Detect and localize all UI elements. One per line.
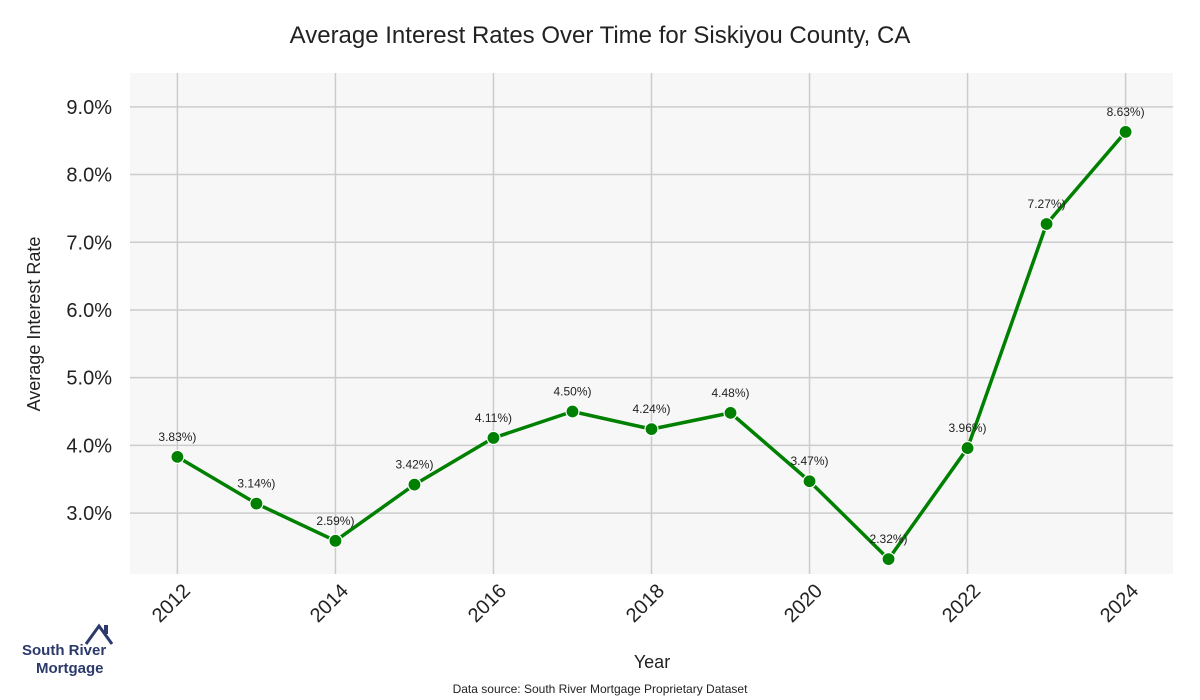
data-point bbox=[328, 533, 343, 548]
data-point bbox=[565, 404, 580, 419]
data-label: 8.63%) bbox=[1107, 105, 1145, 119]
data-point bbox=[249, 496, 264, 511]
y-tick-label: 8.0% bbox=[66, 165, 112, 187]
house-icon bbox=[84, 623, 114, 645]
data-point bbox=[960, 440, 975, 456]
data-label: 4.50%) bbox=[553, 385, 591, 399]
data-label: 4.48%) bbox=[711, 386, 749, 400]
y-tick-label: 9.0% bbox=[66, 97, 112, 119]
y-tick-label: 5.0% bbox=[66, 368, 112, 390]
data-point bbox=[170, 449, 185, 464]
logo-text-line1: South River bbox=[22, 642, 107, 659]
x-tick-label: 2018 bbox=[622, 580, 669, 627]
x-tick-label: 2024 bbox=[1096, 580, 1143, 627]
gridlines bbox=[130, 73, 1173, 574]
data-label: 3.47%) bbox=[791, 454, 829, 468]
data-point bbox=[644, 422, 659, 437]
x-tick-label: 2022 bbox=[938, 580, 985, 627]
data-point bbox=[881, 552, 896, 567]
x-axis-ticks: 2012 2014 2016 2018 2020 2022 2024 bbox=[148, 580, 1143, 627]
chart-title: Average Interest Rates Over Time for Sis… bbox=[289, 22, 911, 49]
x-axis-label: Year bbox=[634, 652, 670, 672]
logo-text-line2: Mortgage bbox=[36, 660, 104, 677]
x-tick-label: 2016 bbox=[464, 580, 511, 627]
data-point bbox=[1039, 216, 1054, 232]
x-tick-label: 2020 bbox=[780, 580, 827, 627]
series-layer: 3.83%) 3.14%) 2.59%) 3.42%) 4.11%) 4.50%) 4.24… bbox=[158, 105, 1145, 567]
data-label: 7.27%) bbox=[1028, 197, 1066, 211]
data-source-note: Data source: South River Mortgage Propri… bbox=[452, 682, 748, 696]
data-label: 4.11%) bbox=[475, 411, 512, 425]
x-tick-label: 2012 bbox=[148, 580, 195, 627]
data-point bbox=[486, 430, 501, 446]
data-point bbox=[723, 405, 738, 420]
data-label: 3.14%) bbox=[237, 477, 275, 491]
y-tick-label: 6.0% bbox=[66, 300, 112, 322]
data-label: 3.42%) bbox=[395, 458, 433, 472]
data-label: 4.24%) bbox=[632, 402, 670, 416]
data-point bbox=[407, 477, 422, 492]
data-label: 2.32%) bbox=[870, 532, 908, 546]
company-logo: South River Mortgage bbox=[22, 622, 122, 680]
data-point bbox=[1118, 124, 1133, 140]
y-axis-ticks: 3.0% 4.0% 5.0% 6.0% 7.0% 8.0% 9.0% bbox=[66, 97, 112, 525]
x-tick-label: 2014 bbox=[306, 580, 353, 627]
data-label: 3.83%) bbox=[158, 430, 196, 444]
y-axis-label: Average Interest Rate bbox=[24, 237, 44, 412]
data-label: 3.96%) bbox=[949, 421, 987, 435]
data-point bbox=[802, 474, 817, 489]
data-label: 2.59%) bbox=[316, 514, 354, 528]
y-tick-label: 3.0% bbox=[66, 503, 112, 525]
y-tick-label: 7.0% bbox=[66, 232, 112, 254]
y-tick-label: 4.0% bbox=[66, 435, 112, 457]
